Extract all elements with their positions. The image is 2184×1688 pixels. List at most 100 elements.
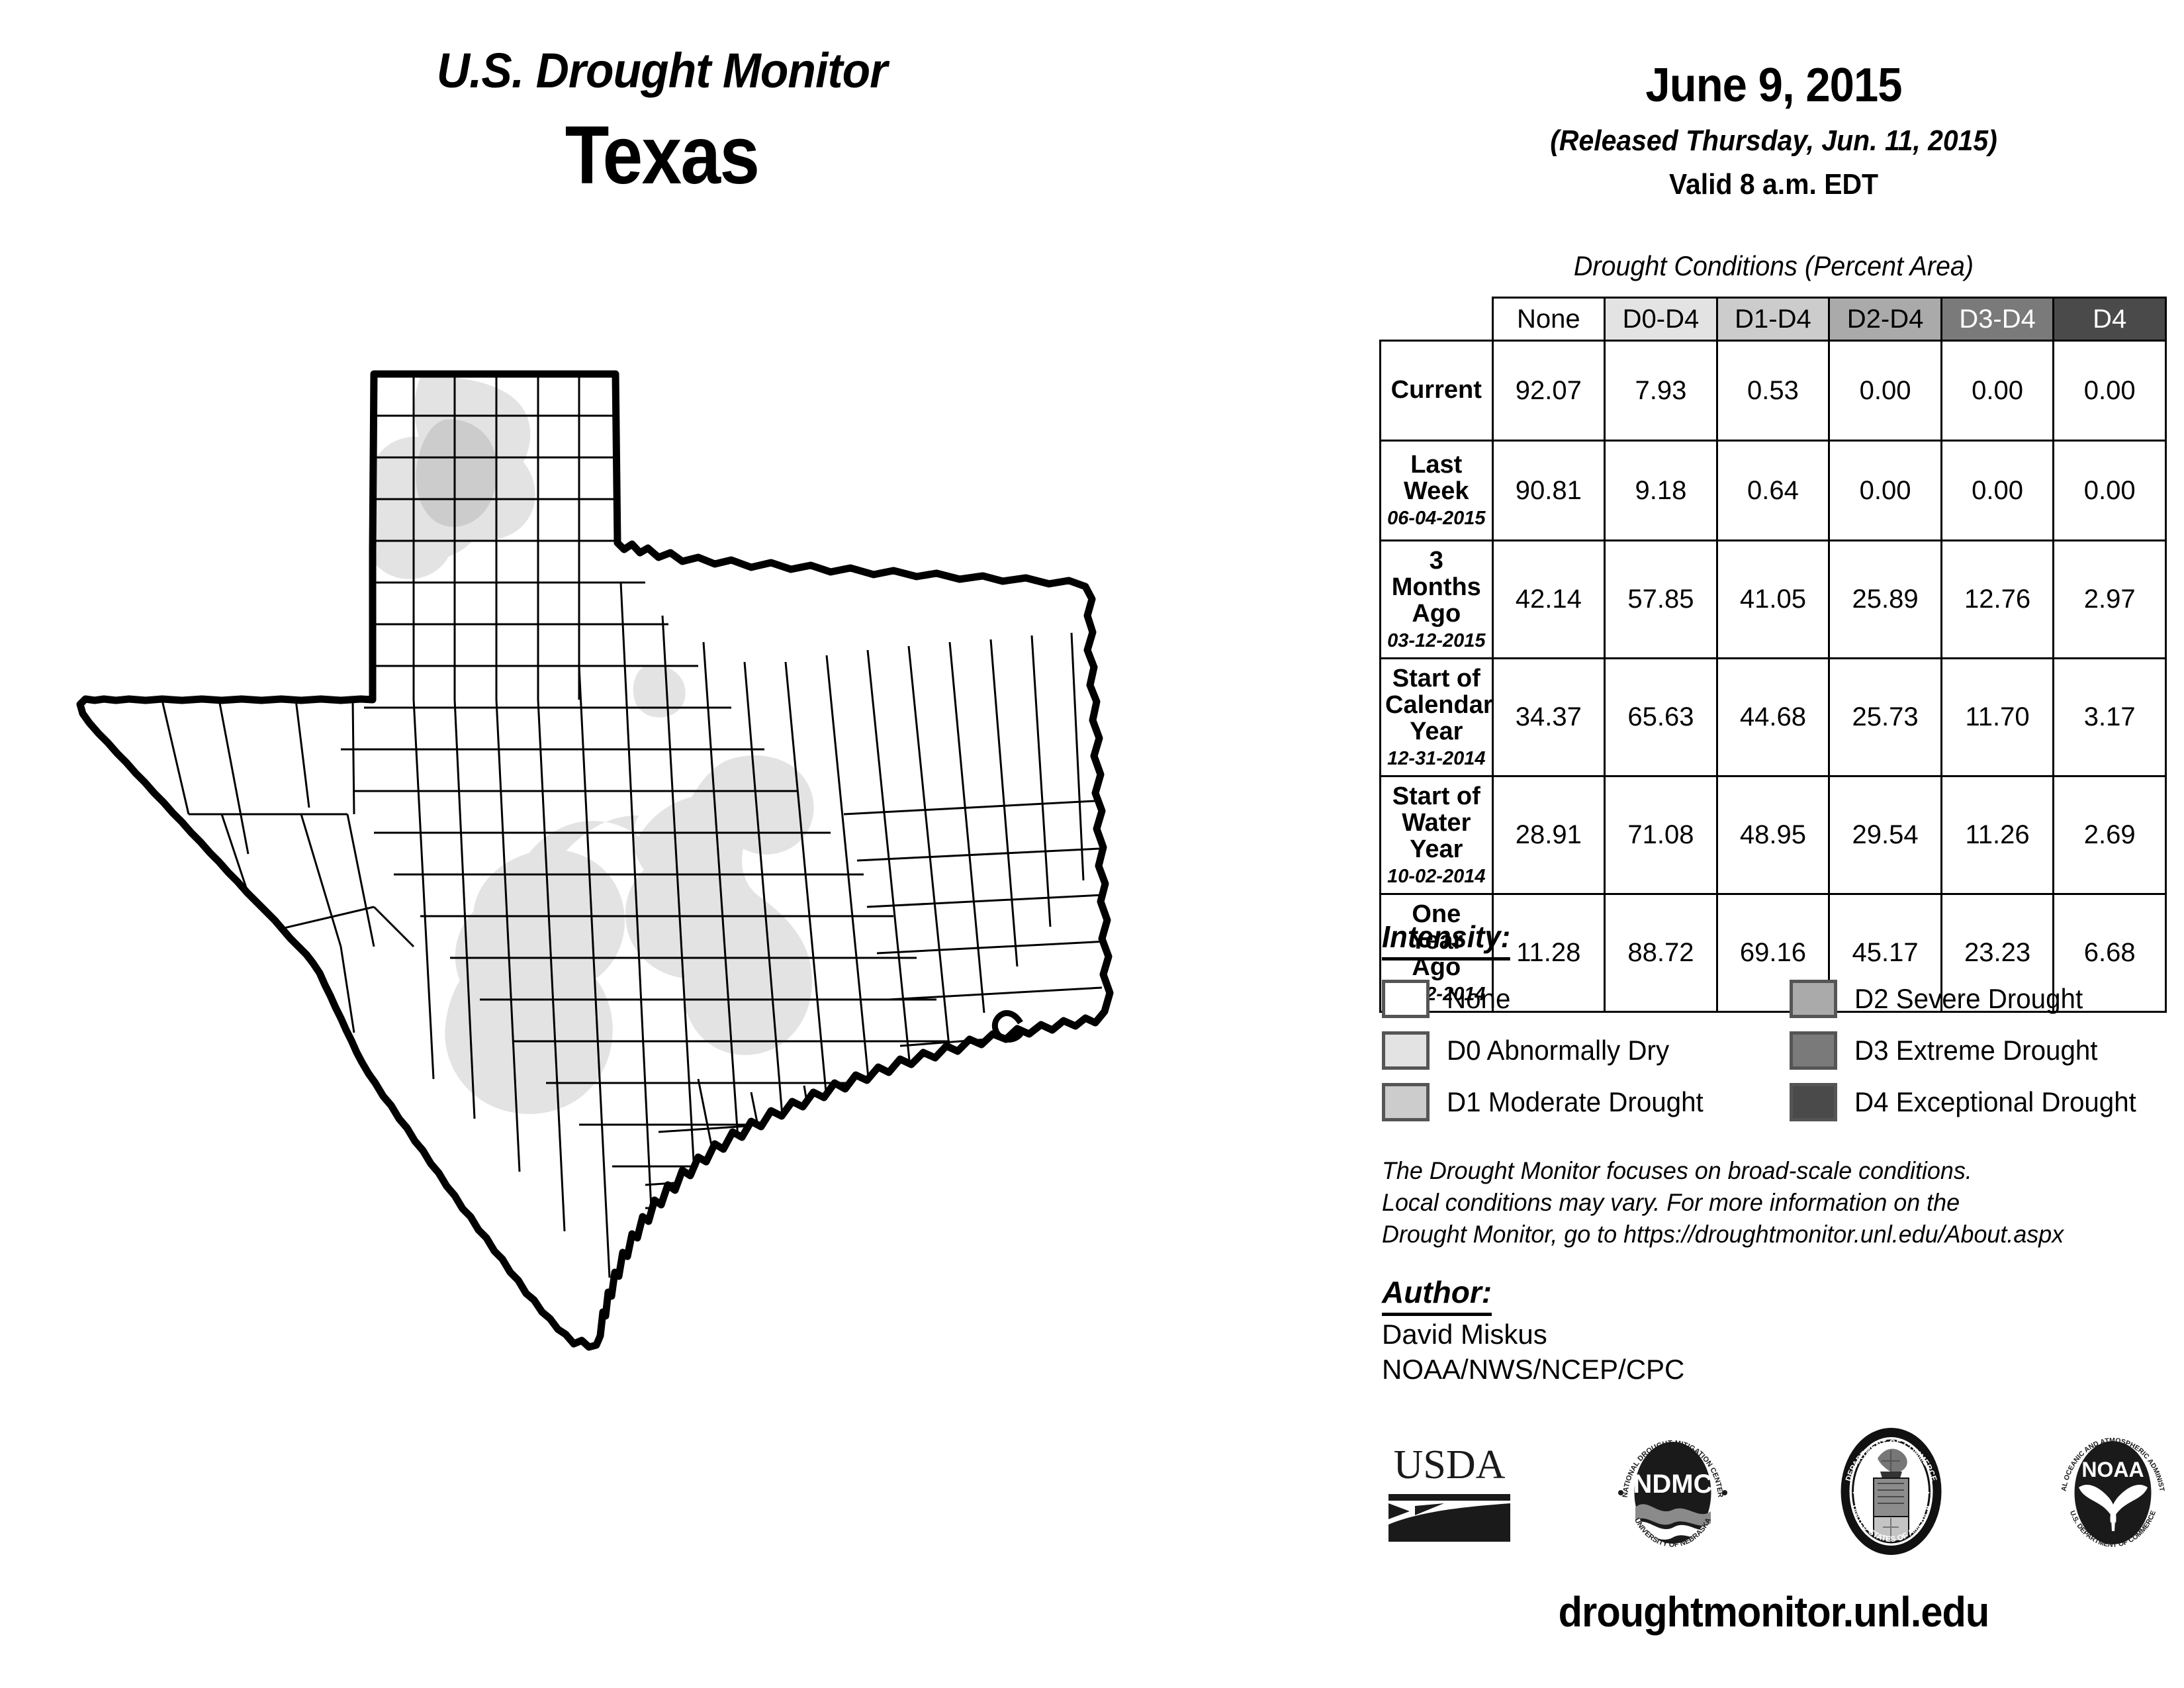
legend-item-d4: D4 Exceptional Drought xyxy=(1790,1076,2148,1128)
info-panel: June 9, 2015 (Released Thursday, Jun. 11… xyxy=(1363,0,2184,1688)
legend-column-right: D2 Severe Drought D3 Extreme Drought D4 … xyxy=(1790,973,2148,1128)
row-label-text: Start of Water Year xyxy=(1392,782,1480,863)
disclaimer-text: The Drought Monitor focuses on broad-sca… xyxy=(1382,1157,2064,1248)
svg-text:USDA: USDA xyxy=(1394,1442,1506,1487)
author-block: David Miskus NOAA/NWS/NCEP/CPC xyxy=(1382,1317,1684,1387)
cell-last-week-d1d4: 0.64 xyxy=(1715,440,1831,541)
intensity-heading: Intensity: xyxy=(1382,919,1511,961)
cell-start-water-d0d4: 71.08 xyxy=(1604,775,1718,896)
row-label-date: 06-04-2015 xyxy=(1387,508,1486,530)
legend-swatch-d2 xyxy=(1790,980,1837,1018)
cell-start-calendar-d0d4: 65.63 xyxy=(1604,657,1718,778)
legend-swatch-none xyxy=(1382,980,1430,1018)
row-label-text: Current xyxy=(1390,376,1482,404)
legend-swatch-d0 xyxy=(1382,1031,1430,1070)
cell-start-water-none: 28.91 xyxy=(1491,775,1606,896)
date-block: June 9, 2015 (Released Thursday, Jun. 11… xyxy=(1363,58,2184,201)
legend-label-d2: D2 Severe Drought xyxy=(1854,983,2083,1014)
row-label-one-year-ago: One Year Ago 06-12-2014 xyxy=(1379,893,1494,1013)
legend-swatch-d4 xyxy=(1790,1083,1837,1121)
legend-item-d3: D3 Extreme Drought xyxy=(1790,1025,2148,1076)
d0-region-north-central xyxy=(633,665,686,718)
logo-row: USDA NDMC xyxy=(1383,1418,2177,1564)
svg-text:NOAA: NOAA xyxy=(2081,1458,2144,1481)
cell-start-water-d2d4: 29.54 xyxy=(1828,775,1942,896)
cell-start-calendar-d2d4: 25.73 xyxy=(1828,657,1942,778)
title-block: U.S. Drought Monitor Texas xyxy=(0,46,1324,199)
table-row-current: Current 92.07 7.93 0.53 0.00 0.00 0.00 xyxy=(1379,340,2167,442)
column-header-d0d4: D0-D4 xyxy=(1604,297,1718,342)
noaa-logo-icon: NOAA NATIONAL OCEANIC AND ATMOSPHERIC AD… xyxy=(2046,1418,2166,1549)
texas-drought-map[interactable] xyxy=(63,351,1294,1516)
column-header-d2d4: D2-D4 xyxy=(1828,297,1942,342)
noaa-logo: NOAA NATIONAL OCEANIC AND ATMOSPHERIC AD… xyxy=(2046,1418,2177,1563)
row-label-text: Last Week xyxy=(1403,451,1469,506)
cell-start-calendar-d4: 3.17 xyxy=(2052,657,2167,778)
state-title: Texas xyxy=(565,110,760,201)
legend-item-d1: D1 Moderate Drought xyxy=(1382,1076,1714,1128)
author-name: David Miskus xyxy=(1382,1319,1547,1350)
cell-last-week-d3d4: 0.00 xyxy=(1940,440,2055,541)
release-date: (Released Thursday, Jun. 11, 2015) xyxy=(1550,124,1997,157)
row-label-date: 03-12-2015 xyxy=(1387,630,1486,651)
row-label-date: 12-31-2014 xyxy=(1387,747,1486,769)
cell-current-none: 92.07 xyxy=(1491,340,1606,442)
map-svg xyxy=(63,351,1294,1516)
map-date: June 9, 2015 xyxy=(1645,59,1902,112)
department-of-commerce-logo: DEPARTMENT OF COMMERCE UNITED STATES OF … xyxy=(1830,1424,1952,1563)
drought-conditions-table: None D0-D4 D1-D4 D2-D4 D3-D4 D4 Current … xyxy=(1379,297,2167,1013)
valid-time: Valid 8 a.m. EDT xyxy=(1668,168,1879,201)
cell-3-months-ago-d1d4: 41.05 xyxy=(1715,539,1831,660)
column-header-d1d4: D1-D4 xyxy=(1715,297,1831,342)
table-row-3-months-ago: 3 Months Ago 03-12-2015 42.14 57.85 41.0… xyxy=(1379,539,2167,660)
ndmc-logo-icon: NDMC NATIONAL DROUGHT MITIGATION CENTER … xyxy=(1618,1439,1727,1548)
table-row-one-year-ago: One Year Ago 06-12-2014 11.28 88.72 69.1… xyxy=(1379,893,2167,1013)
cell-current-d4: 0.00 xyxy=(2052,340,2167,442)
cell-3-months-ago-d0d4: 57.85 xyxy=(1604,539,1718,660)
author-affiliation: NOAA/NWS/NCEP/CPC xyxy=(1382,1353,1685,1385)
cell-start-calendar-d1d4: 44.68 xyxy=(1715,657,1831,778)
cell-start-water-d3d4: 11.26 xyxy=(1940,775,2055,896)
column-header-d4: D4 xyxy=(2052,297,2167,342)
cell-start-water-d1d4: 48.95 xyxy=(1715,775,1831,896)
author-heading: Author: xyxy=(1382,1274,1492,1316)
row-label-3-months-ago: 3 Months Ago 03-12-2015 xyxy=(1379,539,1494,660)
table-row-start-of-water-year: Start of Water Year 10-02-2014 28.91 71.… xyxy=(1379,775,2167,896)
cell-current-d3d4: 0.00 xyxy=(1940,340,2055,442)
cell-start-water-d4: 2.69 xyxy=(2052,775,2167,896)
ndmc-logo: NDMC NATIONAL DROUGHT MITIGATION CENTER … xyxy=(1612,1424,1734,1563)
legend-label-d1: D1 Moderate Drought xyxy=(1447,1086,1704,1117)
row-label-current: Current xyxy=(1379,340,1494,442)
cell-start-calendar-d3d4: 11.70 xyxy=(1940,657,2055,778)
column-header-d3d4: D3-D4 xyxy=(1940,297,2055,342)
row-label-start-of-calendar-year: Start of Calendar Year 12-31-2014 xyxy=(1379,657,1494,778)
legend-label-none: None xyxy=(1447,983,1511,1014)
row-label-date: 10-02-2014 xyxy=(1387,865,1486,887)
cell-one-year-ago-d2d4: 45.17 xyxy=(1828,893,1942,1013)
row-label-text: 3 Months Ago xyxy=(1391,547,1481,628)
svg-text:NDMC: NDMC xyxy=(1633,1470,1713,1499)
cell-3-months-ago-d3d4: 12.76 xyxy=(1940,539,2055,660)
table-header-row: None D0-D4 D1-D4 D2-D4 D3-D4 D4 xyxy=(1381,297,2167,342)
cell-3-months-ago-none: 42.14 xyxy=(1491,539,1606,660)
legend-item-none: None xyxy=(1382,973,1714,1025)
row-label-last-week: Last Week 06-04-2015 xyxy=(1379,440,1494,541)
legend-label-d4: D4 Exceptional Drought xyxy=(1854,1086,2136,1117)
legend-item-d0: D0 Abnormally Dry xyxy=(1382,1025,1714,1076)
cell-start-calendar-none: 34.37 xyxy=(1491,657,1606,778)
cell-3-months-ago-d2d4: 25.89 xyxy=(1828,539,1942,660)
cell-last-week-none: 90.81 xyxy=(1491,440,1606,541)
cell-one-year-ago-d4: 6.68 xyxy=(2052,893,2167,1013)
table-corner-cell xyxy=(1381,298,1493,341)
legend-swatch-d1 xyxy=(1382,1083,1430,1121)
cell-one-year-ago-d3d4: 23.23 xyxy=(1940,893,2055,1013)
legend-label-d0: D0 Abnormally Dry xyxy=(1447,1035,1670,1066)
page-title: U.S. Drought Monitor xyxy=(436,43,887,98)
cell-last-week-d4: 0.00 xyxy=(2052,440,2167,541)
table-header: None D0-D4 D1-D4 D2-D4 D3-D4 D4 xyxy=(1381,297,2167,342)
site-url[interactable]: droughtmonitor.unl.edu xyxy=(1558,1588,1990,1636)
column-header-none: None xyxy=(1491,297,1606,342)
map-panel: U.S. Drought Monitor Texas xyxy=(0,46,1324,1516)
usda-logo-icon: USDA xyxy=(1388,1442,1510,1542)
